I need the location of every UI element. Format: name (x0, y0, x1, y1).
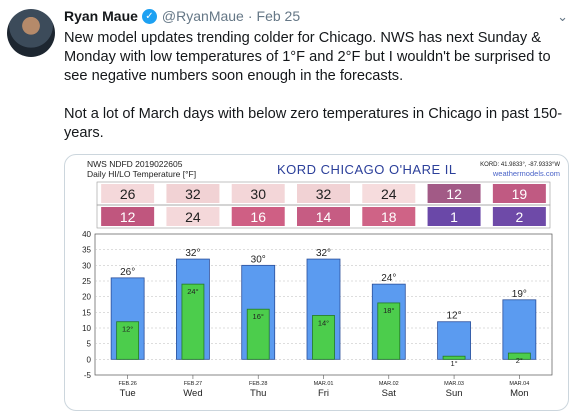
x-day-label: Sat (382, 388, 397, 399)
low-temp-cell-value: 14 (316, 209, 332, 225)
y-tick-label: 10 (82, 324, 91, 333)
y-tick-label: -5 (84, 371, 92, 380)
high-temp-cell (231, 184, 285, 203)
x-date-label: MAR.01 (314, 381, 334, 387)
x-date-label: MAR.03 (444, 381, 464, 387)
low-temp-bar (507, 352, 531, 360)
chart-station-title: KORD CHICAGO O'HARE IL (277, 162, 457, 177)
high-temp-data-label: 30° (251, 254, 266, 265)
low-temp-cell-value: 24 (185, 209, 201, 225)
y-tick-label: 5 (87, 340, 92, 349)
y-tick-label: 40 (82, 230, 91, 239)
high-temp-cell (427, 184, 481, 203)
separator: · (247, 8, 253, 24)
x-day-label: Mon (510, 388, 528, 399)
tweet-text: New model updates trending colder for Ch… (64, 29, 564, 162)
chart-site-label: weathermodels.com (492, 169, 560, 178)
tweet-timestamp[interactable]: Feb 25 (256, 8, 301, 24)
low-temp-data-label: 18° (383, 306, 394, 315)
y-tick-label: 0 (87, 355, 92, 364)
low-temp-cell (101, 207, 155, 226)
avatar[interactable] (7, 9, 55, 57)
high-temp-cell (101, 184, 155, 203)
x-day-label: Tue (120, 388, 136, 399)
high-temp-cell-value: 32 (185, 186, 201, 202)
low-temp-data-label: 16° (253, 312, 264, 321)
y-tick-label: 35 (82, 246, 91, 255)
high-temp-data-label: 12° (447, 311, 462, 322)
y-tick-label: 25 (82, 277, 91, 286)
low-temp-cell (427, 207, 481, 226)
chart-header-line-1: NWS NDFD 2019022605 (87, 159, 183, 169)
high-temp-cell-value: 30 (250, 186, 266, 202)
verified-badge-icon: ✓ (141, 8, 157, 24)
tweet-header: Ryan Maue ✓ @RyanMaue · Feb 25 (64, 8, 300, 24)
high-temp-cell-value: 24 (381, 186, 397, 202)
chart-header-line-2: Daily HI/LO Temperature [°F] (87, 169, 196, 179)
high-temp-data-label: 24° (381, 273, 396, 284)
chevron-down-icon[interactable]: ⌄ (557, 9, 568, 24)
high-temp-cell-value: 19 (512, 186, 528, 202)
x-day-label: Sun (446, 388, 463, 399)
low-row-frame (96, 204, 551, 229)
low-temp-cell-value: 2 (515, 209, 523, 225)
high-temp-cell (492, 184, 546, 203)
high-temp-cell-value: 26 (120, 186, 136, 202)
low-temp-data-label: 14° (318, 318, 329, 327)
tweet-paragraph-2: Not a lot of March days with below zero … (64, 106, 563, 141)
x-date-label: MAR.04 (509, 381, 529, 387)
low-temp-data-label: 1° (450, 359, 457, 368)
high-temp-data-label: 32° (316, 248, 331, 259)
author-name[interactable]: Ryan Maue (64, 8, 138, 24)
low-temp-cell-value: 1 (450, 209, 458, 225)
low-temp-data-label: 2° (516, 356, 523, 365)
x-date-label: MAR.02 (379, 381, 399, 387)
high-temp-data-label: 26° (120, 267, 135, 278)
low-temp-cell-value: 18 (381, 209, 397, 225)
low-temp-cell (362, 207, 416, 226)
y-tick-label: 15 (82, 308, 91, 317)
high-temp-cell-value: 32 (316, 186, 332, 202)
low-temp-bar (377, 302, 401, 360)
low-temp-cell (166, 207, 220, 226)
high-temp-cell-value: 12 (446, 186, 462, 202)
high-temp-cell (362, 184, 416, 203)
tweet-paragraph-1: New model updates trending colder for Ch… (64, 30, 551, 84)
low-temp-bar (442, 355, 466, 360)
high-temp-data-label: 19° (512, 289, 527, 300)
tweet-media-chart[interactable]: NWS NDFD 2019022605 Daily HI/LO Temperatu… (64, 154, 569, 411)
x-day-label: Fri (318, 388, 329, 399)
low-temp-bar (312, 315, 335, 360)
low-temp-cell (231, 207, 285, 226)
low-temp-cell-value: 12 (120, 209, 136, 225)
high-temp-cell (297, 184, 350, 203)
y-tick-label: 20 (82, 293, 91, 302)
y-tick-label: 30 (82, 261, 91, 270)
low-temp-cell (492, 207, 546, 226)
high-temp-cell (166, 184, 220, 203)
x-day-label: Thu (250, 388, 266, 399)
x-date-label: FEB.27 (184, 381, 202, 387)
low-temp-cell (297, 207, 350, 226)
low-temp-data-label: 24° (187, 287, 198, 296)
low-temp-bar (116, 321, 140, 360)
author-handle[interactable]: @RyanMaue (161, 8, 244, 24)
low-temp-data-label: 12° (122, 325, 133, 334)
x-date-label: FEB.28 (249, 381, 267, 387)
high-temp-bar (437, 321, 471, 360)
chart-station-coords: KORD: 41.9833°, -87.9333°W (480, 162, 560, 168)
low-temp-bar (181, 283, 205, 360)
x-day-label: Wed (183, 388, 202, 399)
low-temp-bar (246, 308, 270, 360)
high-temp-data-label: 32° (185, 248, 200, 259)
x-date-label: FEB.26 (118, 381, 136, 387)
high-temp-bar (502, 299, 537, 360)
low-temp-cell-value: 16 (250, 209, 266, 225)
